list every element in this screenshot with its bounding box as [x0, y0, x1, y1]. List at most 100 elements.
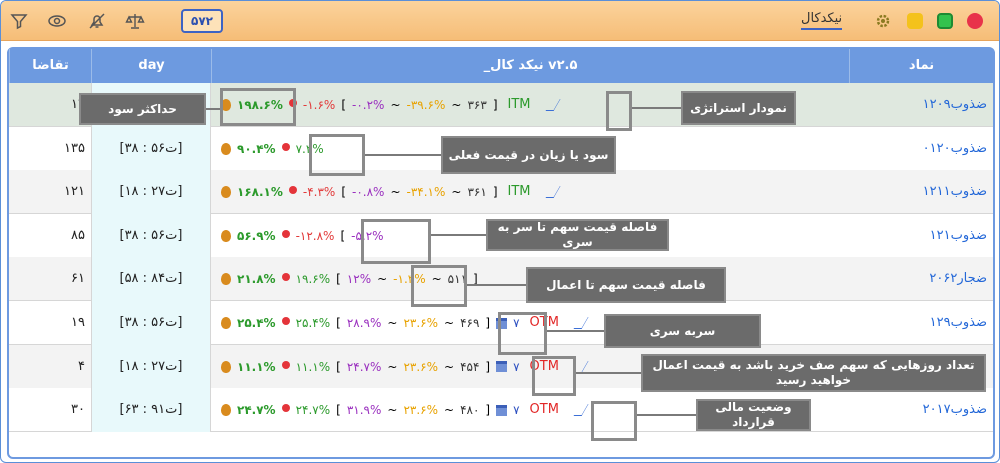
- pin-icon: [281, 317, 290, 325]
- table-row[interactable]: ضذوب۲۰۱۷ [۶۳ : ۹۱ت] ۳۰ ۲۴.۷% ۲۴.۷% [۳۱.۹% ~۲۳.…: [9, 388, 993, 433]
- highlight-box: [309, 134, 365, 176]
- chart-icon: [573, 404, 589, 417]
- eye-icon[interactable]: [47, 11, 67, 31]
- bracket-open: [: [340, 228, 346, 243]
- scale-icon[interactable]: [125, 11, 145, 31]
- bracket-close: ]: [492, 98, 498, 112]
- strategy-cell: ۲۵.۴% ۲۵.۴%[۲۸.۹% ~۲۳.۶% ~۴۶۹] ۷ OTM: [221, 301, 851, 345]
- max-profit: ۱۶۸.۱%: [237, 185, 283, 200]
- chart-icon: [573, 317, 589, 329]
- current-pl: -۱.۶%: [302, 98, 336, 112]
- callout-line: [637, 414, 696, 416]
- callout-line: [206, 108, 220, 110]
- table-row[interactable]: ضذوب۱۲۹ [۳۸ : ۵۶ت] ۱۹ ۲۵.۴% ۲۵.۴% [۲۸.۹% ~۲۳.۶…: [9, 301, 993, 345]
- max-profit: ۵۶.۹%: [237, 228, 276, 243]
- chart-icon: [545, 99, 560, 111]
- current-pl: ۲۵.۴%: [295, 316, 331, 330]
- table-row[interactable]: ضذوب۱۲۱۱ [۱۸ : ۲۷ت] ۱۲۱ ۱۶۸.۱% -۴.۳% [-۰.۸% ~ -…: [9, 170, 993, 215]
- separator: ~: [387, 316, 398, 330]
- pin-icon: [281, 360, 290, 369]
- symbol-cell: ضذوب۱۲۰۹: [922, 97, 987, 112]
- header-strategy[interactable]: _نیکد کال v۲.۵: [211, 49, 849, 83]
- breakeven: ۵۱۱: [447, 272, 468, 287]
- max-profit: ۲۴.۷%: [237, 403, 276, 418]
- callout-line: [576, 372, 641, 374]
- bell-off-icon[interactable]: [87, 11, 107, 31]
- breakeven: ۳۶۳: [467, 98, 487, 112]
- max-profit: ۲۱.۸%: [237, 272, 276, 287]
- symbol-cell: ضذوب۰۱۲۰: [922, 140, 987, 156]
- separator: ~: [390, 98, 401, 112]
- symbol-cell: ضذوب۲۰۱۷: [922, 402, 987, 418]
- coin-icon: [221, 273, 231, 286]
- coin-icon: [221, 229, 231, 242]
- table-frame: [7, 47, 995, 459]
- breakeven: ۴۸۰: [460, 403, 480, 418]
- days: ۷: [513, 316, 520, 330]
- separator: ~: [377, 272, 388, 287]
- days: ۷: [513, 359, 520, 374]
- status: ITM: [507, 184, 531, 200]
- highlight-box: [532, 356, 576, 396]
- demand-cell: ۱۳۵: [64, 140, 85, 156]
- bracket-close: ]: [492, 185, 498, 200]
- bracket-open: [: [336, 359, 341, 374]
- strategy-cell: ۱۹۸.۶% -۱.۶% [-۰.۲% ~ -۳۹.۶% ~۳۶۳] ITM: [221, 83, 851, 127]
- breakeven-distance: -۵.۲%: [351, 228, 384, 243]
- pin-icon: [288, 99, 297, 107]
- breakeven-distance: -۰.۲%: [352, 98, 385, 112]
- coin-icon: [221, 142, 231, 155]
- table-row[interactable]: ضجار۲۰۶۲ [۵۸ : ۸۴ت] ۶۱ ۲۱.۸% ۱۹.۶% [۱۲% ~ -۱.۳%…: [9, 257, 993, 302]
- app-title[interactable]: نیکدکال: [801, 11, 843, 30]
- pin-icon: [281, 404, 290, 413]
- annotation-label: نمودار استراتژی: [681, 91, 796, 125]
- annotation-label: سربه سری: [604, 314, 761, 348]
- breakeven: ۴۶۹: [460, 316, 480, 330]
- calendar-icon: [496, 404, 508, 416]
- breakeven-distance: ۲۴.۷%: [346, 359, 382, 374]
- strike-distance: -۱.۳%: [393, 272, 426, 287]
- highlight-box: [220, 88, 296, 126]
- settings-icon[interactable]: [873, 11, 893, 31]
- count-badge[interactable]: ۵۷۲: [181, 9, 223, 33]
- header-symbol[interactable]: نماد: [849, 49, 993, 83]
- days: ۷: [513, 403, 520, 418]
- demand-cell: ۶۱: [71, 271, 85, 287]
- callout-line: [467, 284, 526, 286]
- header-demand[interactable]: تقاضا: [9, 49, 91, 83]
- annotation-label: حداکثر سود: [79, 93, 206, 125]
- pin-icon: [281, 273, 290, 282]
- highlight-box: [411, 265, 467, 307]
- coin-icon: [221, 317, 231, 329]
- day-cell: [۳۸ : ۵۶ت]: [91, 301, 211, 345]
- annotation-label: تعداد روزهایی که سهم صف خرید باشد به قیم…: [641, 354, 986, 392]
- callout-line: [632, 107, 681, 109]
- highlight-box: [591, 401, 637, 441]
- max-profit: ۲۵.۴%: [237, 316, 276, 330]
- separator: ~: [451, 98, 462, 112]
- demand-cell: ۴: [78, 358, 85, 374]
- strategy-cell: ۱۱.۱% ۱۱.۱% [۲۴.۷% ~۲۳.۶% ~۴۵۴] ۷ OTM: [221, 345, 851, 389]
- maximize-button[interactable]: [937, 13, 953, 29]
- current-pl: -۱۲.۸%: [295, 228, 335, 243]
- callout-line: [547, 330, 604, 332]
- filter-icon[interactable]: [9, 11, 29, 31]
- separator: ~: [431, 272, 442, 287]
- breakeven: ۳۶۱: [467, 185, 487, 200]
- calendar-icon: [496, 317, 508, 329]
- minimize-button[interactable]: [907, 13, 923, 29]
- close-button[interactable]: [967, 13, 983, 29]
- max-profit: ۱۹۸.۶%: [237, 98, 283, 112]
- bracket-close: ]: [485, 403, 491, 418]
- max-profit: ۱۱.۱%: [237, 359, 276, 374]
- demand-cell: ۱۲۱: [64, 184, 85, 200]
- strategy-cell: ۲۱.۸% ۱۹.۶% [۱۲% ~ -۱.۳% ~۵۱۱]: [221, 257, 851, 301]
- status: OTM: [529, 358, 559, 374]
- breakeven-distance: ۱۲%: [346, 272, 372, 287]
- demand-cell: ۳۰: [71, 402, 85, 418]
- bracket-open: [: [341, 98, 347, 112]
- header-day[interactable]: day: [91, 49, 211, 83]
- strike-distance: ۲۳.۶%: [403, 359, 438, 374]
- separator: ~: [451, 185, 462, 200]
- pin-icon: [288, 186, 297, 195]
